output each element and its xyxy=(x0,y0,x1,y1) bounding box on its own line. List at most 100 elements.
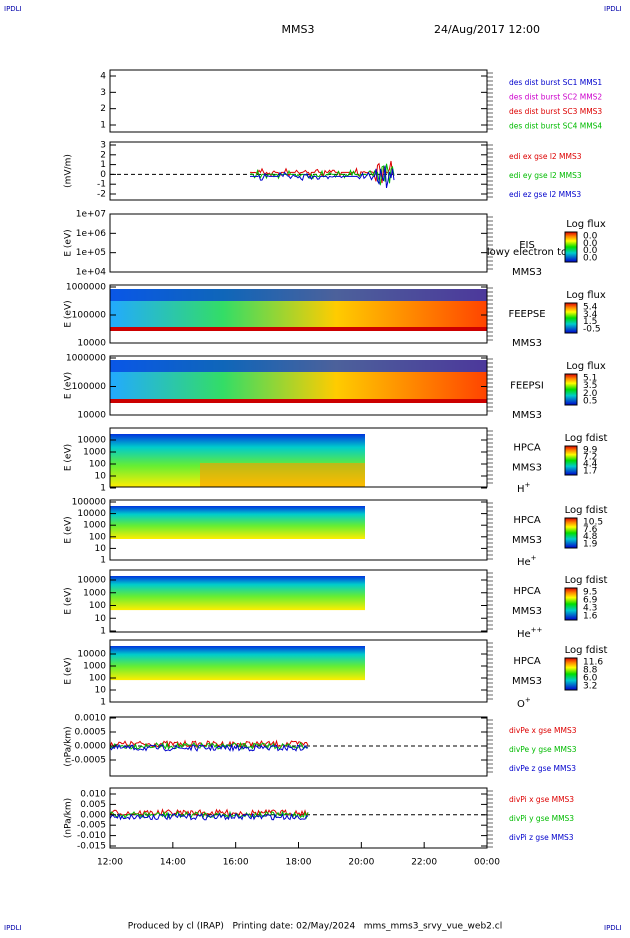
colorbar-title: Log flux xyxy=(566,219,606,230)
colorbar-title: Log flux xyxy=(566,361,606,372)
y-axis-label: (nPa/km) xyxy=(64,798,74,838)
instrument: EIS xyxy=(519,240,535,251)
colorbar-title: Log flux xyxy=(566,290,606,301)
y-tick-label: 1000 xyxy=(83,588,106,598)
panel-frame xyxy=(109,141,488,201)
colorbar-tick: 0.0 xyxy=(583,246,598,256)
panel-frame xyxy=(109,499,488,561)
y-tick-label: 0.005 xyxy=(80,800,106,810)
spectrogram-band xyxy=(110,360,487,372)
y-tick-label: 100000 xyxy=(72,382,107,392)
y-axis-label: (mV/m) xyxy=(64,154,74,188)
y-tick-label: 10 xyxy=(95,544,107,554)
species-sup: + xyxy=(531,554,537,562)
y-tick-label: 10000 xyxy=(77,436,106,446)
legend-entry: divPe x gse MMS3 xyxy=(509,726,577,735)
colorbar xyxy=(564,302,578,334)
panel-frame xyxy=(109,355,488,416)
y-tick-label: -0.010 xyxy=(77,831,106,841)
y-tick-label: 0 xyxy=(100,170,106,180)
legend-entry: divPi z gse MMS3 xyxy=(509,833,574,842)
colorbar-tick: -0.5 xyxy=(583,325,601,335)
x-tick-label: 20:00 xyxy=(348,858,374,868)
trace xyxy=(109,808,309,818)
legend-entry: divPi x gse MMS3 xyxy=(509,795,574,804)
y-tick-label: -2 xyxy=(97,190,106,200)
y-tick-label: 0.0005 xyxy=(75,728,107,738)
spacecraft: MMS3 xyxy=(512,535,542,546)
y-tick-label: 10 xyxy=(95,614,107,624)
y-tick-label: 1 xyxy=(100,556,106,566)
colorbar-tick: 4.3 xyxy=(583,604,597,614)
colorbar-tick: 1.5 xyxy=(583,317,597,327)
colorbar xyxy=(564,587,578,621)
species: O+ xyxy=(517,696,531,710)
spectrogram xyxy=(110,506,365,539)
instrument: HPCA xyxy=(513,515,541,526)
x-tick-label: 22:00 xyxy=(411,858,437,868)
colorbar-tick: 0.5 xyxy=(583,397,597,407)
colorbar-tick: 0.0 xyxy=(583,254,598,264)
y-tick-label: 0.010 xyxy=(80,790,106,800)
y-axis-label: E (eV) xyxy=(64,657,74,684)
y-tick-label: 10000 xyxy=(77,339,106,349)
y-tick-label: 10000 xyxy=(77,509,106,519)
legend-entry: des dist burst SC2 MMS2 xyxy=(509,93,602,102)
colorbar xyxy=(564,373,578,406)
panel-frame xyxy=(109,69,488,133)
y-tick-label: 2 xyxy=(100,104,106,114)
species-base: He xyxy=(517,557,531,568)
spectrogram xyxy=(110,646,365,681)
instrument: HPCA xyxy=(513,443,541,454)
y-tick-label: 100000 xyxy=(72,498,107,508)
colorbar-tick: 10.5 xyxy=(583,518,603,528)
species-base: He xyxy=(517,629,531,640)
species: He+ xyxy=(517,554,537,568)
colorbar-title: Log fdist xyxy=(565,433,608,444)
x-tick-label: 00:00 xyxy=(474,858,500,868)
y-tick-label: 3 xyxy=(100,88,106,98)
y-tick-label: 1 xyxy=(100,484,106,494)
y-axis-label: E (eV) xyxy=(64,444,74,471)
colorbar-tick: 9.9 xyxy=(583,446,598,456)
colorbar-tick: 3.5 xyxy=(583,381,597,391)
legend-entry: edi ez gse l2 MMS3 xyxy=(509,190,581,199)
y-tick-label: -0.015 xyxy=(77,842,106,852)
species-base: H xyxy=(517,484,525,495)
trace xyxy=(109,741,309,751)
colorbar-tick: 4.4 xyxy=(583,460,598,470)
trace xyxy=(109,743,309,753)
y-tick-label: 1e+04 xyxy=(76,268,107,278)
x-tick-label: 16:00 xyxy=(223,858,249,868)
trace xyxy=(109,812,309,821)
y-tick-label: -0.005 xyxy=(77,821,106,831)
y-tick-label: 1 xyxy=(100,160,106,170)
colorbar-title: Log fdist xyxy=(565,645,608,656)
y-tick-label: 0.000 xyxy=(80,810,106,820)
note: lowy electron to xyxy=(487,247,567,258)
colorbar-tick: 1.7 xyxy=(583,467,597,477)
colorbar-tick: 9.5 xyxy=(583,588,597,598)
y-tick-label: 1000 xyxy=(83,448,106,458)
colorbar-tick: 8.8 xyxy=(583,666,598,676)
spacecraft: MMS3 xyxy=(512,338,542,349)
y-tick-label: 1000 xyxy=(83,521,106,531)
y-tick-label: 100 xyxy=(89,532,106,542)
instrument: FEEPSE xyxy=(508,309,545,320)
y-tick-label: -1 xyxy=(97,180,106,190)
x-tick-label: 12:00 xyxy=(97,858,123,868)
date: 24/Aug/2017 12:00 xyxy=(434,23,540,36)
mission: MMS3 xyxy=(282,23,315,36)
trace xyxy=(250,165,395,189)
legend-entry: divPe y gse MMS3 xyxy=(509,745,577,754)
colorbar-tick: 3.2 xyxy=(583,682,597,692)
colorbar-tick: 5.1 xyxy=(583,374,597,384)
y-tick-label: 1 xyxy=(100,698,106,708)
y-axis-label: (nPa/km) xyxy=(64,726,74,766)
spacecraft: MMS3 xyxy=(512,267,542,278)
colorbar-tick: 6.0 xyxy=(583,674,598,684)
instrument: HPCA xyxy=(513,586,541,597)
y-axis-label: E (eV) xyxy=(64,300,74,327)
colorbar-tick: 7.2 xyxy=(583,453,597,463)
species-sup: + xyxy=(525,696,531,704)
